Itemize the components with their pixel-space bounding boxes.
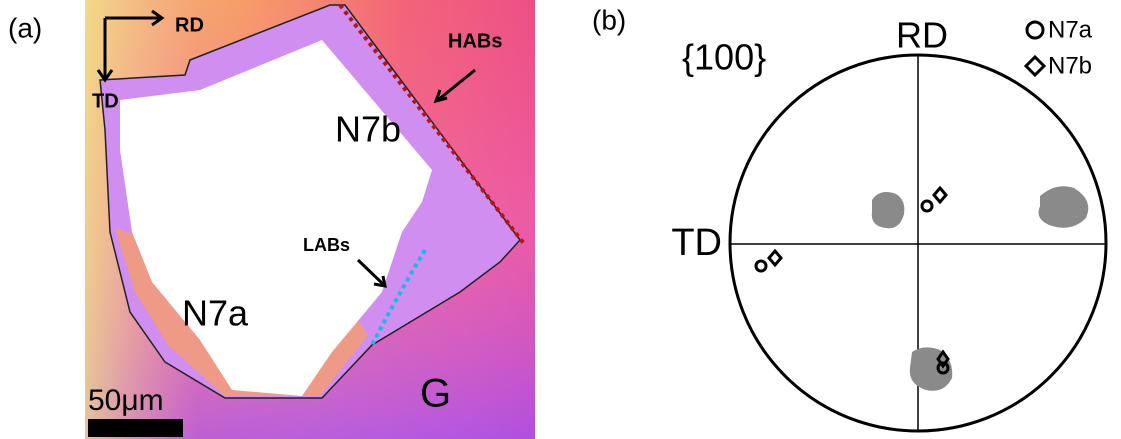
scale-bar: [88, 419, 183, 437]
legend-label: N7b: [1048, 52, 1092, 79]
grain-label: N7b: [335, 109, 401, 150]
legend-label: N7a: [1048, 16, 1093, 43]
legend: N7a N7b: [1023, 16, 1093, 79]
panel-b: (b) {100} RD TD N7a N7b: [592, 4, 1108, 433]
grain-label: G: [420, 372, 451, 416]
grain-interior: [120, 40, 432, 396]
axis-label: RD: [896, 15, 948, 56]
annotation: LABs: [303, 235, 350, 255]
panel-label: (b): [592, 4, 626, 35]
pole-clusters: [871, 186, 1089, 391]
grain-label: N7a: [182, 293, 249, 334]
legend-marker: [1025, 20, 1045, 40]
axis-label: TD: [92, 90, 119, 112]
arrows: [96, 9, 476, 288]
panel-label: (a): [8, 12, 42, 43]
scale-bar-label: 50μm: [88, 384, 164, 417]
annotation: HABs: [448, 30, 502, 52]
legend-marker: [1023, 54, 1047, 78]
axis-label: RD: [175, 14, 204, 36]
lab-trace: [370, 248, 427, 346]
axis-label: TD: [671, 222, 722, 264]
hab-trace: [338, 3, 527, 247]
plane-label: {100}: [682, 37, 766, 78]
panel-a: (a) RD TD HABs LABs N7b N7a G 50μm: [8, 0, 535, 439]
markers: [754, 185, 950, 375]
